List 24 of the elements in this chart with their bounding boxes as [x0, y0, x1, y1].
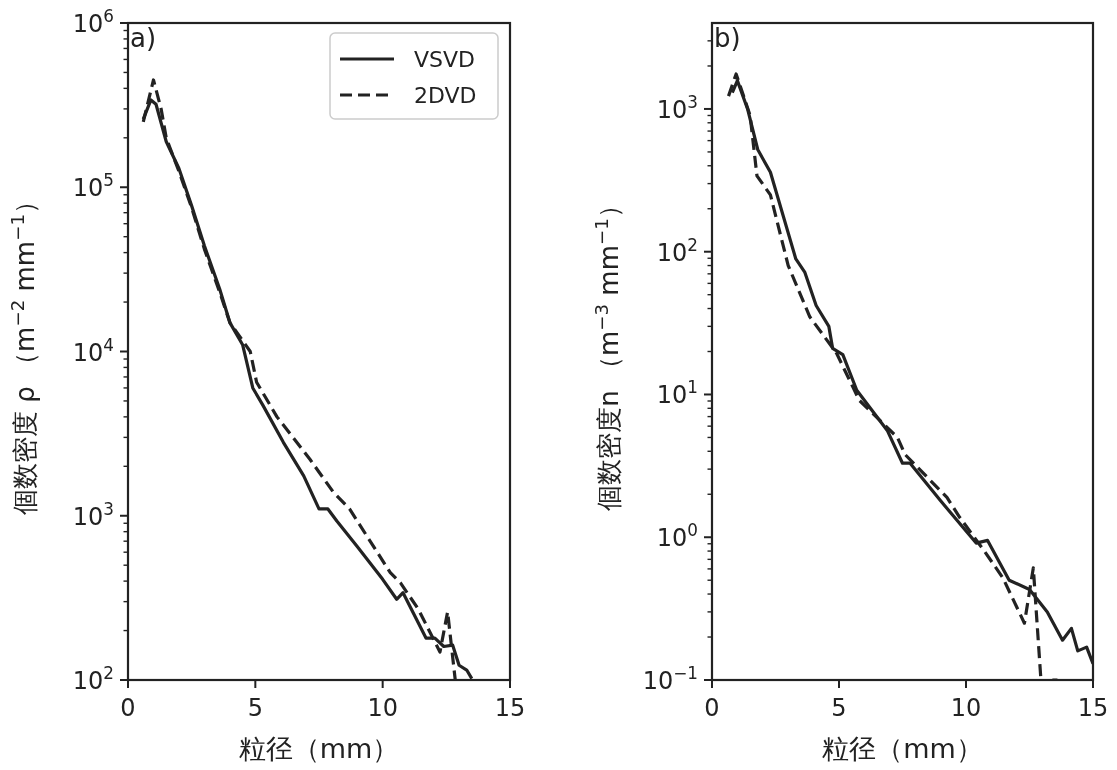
y-tick-label: 10$^{3}$ [72, 498, 114, 531]
x-tick-label: 5 [247, 694, 263, 722]
x-tick-label: 15 [1077, 694, 1109, 722]
x-tick-label: 0 [704, 694, 720, 722]
x-tick-label: 15 [494, 694, 526, 722]
x-axis-title: 粒径（mm） [822, 733, 983, 764]
y-tick-label: 10$^{2}$ [72, 663, 114, 695]
legend-label: 2DVD [414, 83, 477, 108]
x-tick-label: 10 [367, 694, 398, 722]
y-tick-label: 10$^{1}$ [656, 377, 698, 410]
y-tick-label: 10$^{0}$ [656, 520, 698, 553]
annotation: a) [130, 23, 157, 53]
y-tick-label: 10$^{4}$ [72, 334, 114, 367]
x-axis-title: 粒径（mm） [238, 733, 400, 764]
y-tick-label: 10$^{3}$ [656, 91, 698, 124]
y-tick-label: 10$^{5}$ [72, 170, 114, 203]
annotation: b) [714, 23, 741, 53]
legend-label: VSVD [414, 47, 476, 72]
x-tick-label: 0 [120, 694, 136, 722]
x-tick-label: 5 [831, 694, 847, 722]
y-tick-label: 10$^{6}$ [72, 6, 114, 38]
y-tick-label: 10$^{2}$ [656, 234, 698, 267]
y-tick-label: 10$^{−1}$ [642, 663, 698, 695]
x-tick-label: 10 [950, 694, 982, 722]
